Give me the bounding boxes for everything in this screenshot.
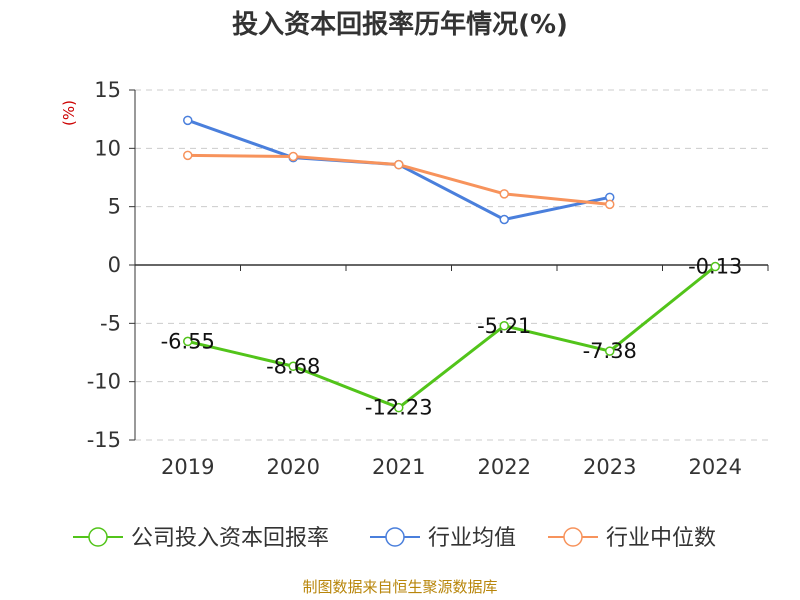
source-note: 制图数据来自恒生聚源数据库 — [302, 578, 498, 596]
data-label: -5.21 — [477, 314, 531, 338]
legend-label: 行业均值 — [428, 526, 516, 551]
data-point — [288, 361, 298, 372]
y-tick-label: 10 — [94, 136, 121, 160]
legend-marker — [385, 527, 405, 547]
data-point — [605, 199, 615, 210]
legend-marker — [563, 527, 583, 547]
data-label: -8.68 — [266, 354, 320, 378]
chart-title: 投入资本回报率历年情况(%) — [232, 10, 568, 40]
data-point — [394, 402, 404, 413]
y-tick-label: 0 — [108, 253, 121, 277]
data-point — [499, 214, 509, 225]
data-label: -12.23 — [365, 396, 433, 420]
x-tick-label: 2023 — [583, 455, 636, 479]
y-tick-label: -15 — [87, 428, 121, 452]
x-tick-label: 2022 — [478, 455, 531, 479]
data-point — [499, 321, 509, 331]
data-point — [183, 150, 193, 161]
y-tick-label: -5 — [100, 311, 121, 335]
x-tick-label: 2019 — [161, 455, 214, 479]
x-tick-label: 2021 — [372, 455, 425, 479]
data-label: -7.38 — [583, 339, 637, 363]
data-point — [605, 346, 615, 356]
y-tick-label: 5 — [108, 195, 121, 219]
series-line — [187, 265, 717, 410]
legend-label: 行业中位数 — [606, 526, 716, 551]
data-point — [183, 336, 193, 347]
data-point — [394, 159, 404, 170]
data-label: -6.55 — [161, 329, 215, 353]
data-point — [288, 151, 298, 162]
data-point — [183, 115, 193, 126]
y-tick-label: -10 — [87, 370, 121, 394]
x-tick-label: 2020 — [267, 455, 320, 479]
x-tick-label: 2024 — [689, 455, 742, 479]
data-point — [499, 189, 509, 199]
y-tick-label: 15 — [94, 78, 121, 102]
legend-label: 公司投入资本回报率 — [131, 526, 329, 551]
legend-marker — [88, 527, 108, 547]
series-line — [187, 118, 611, 221]
data-label: -0.13 — [688, 255, 742, 279]
data-point — [710, 261, 720, 272]
